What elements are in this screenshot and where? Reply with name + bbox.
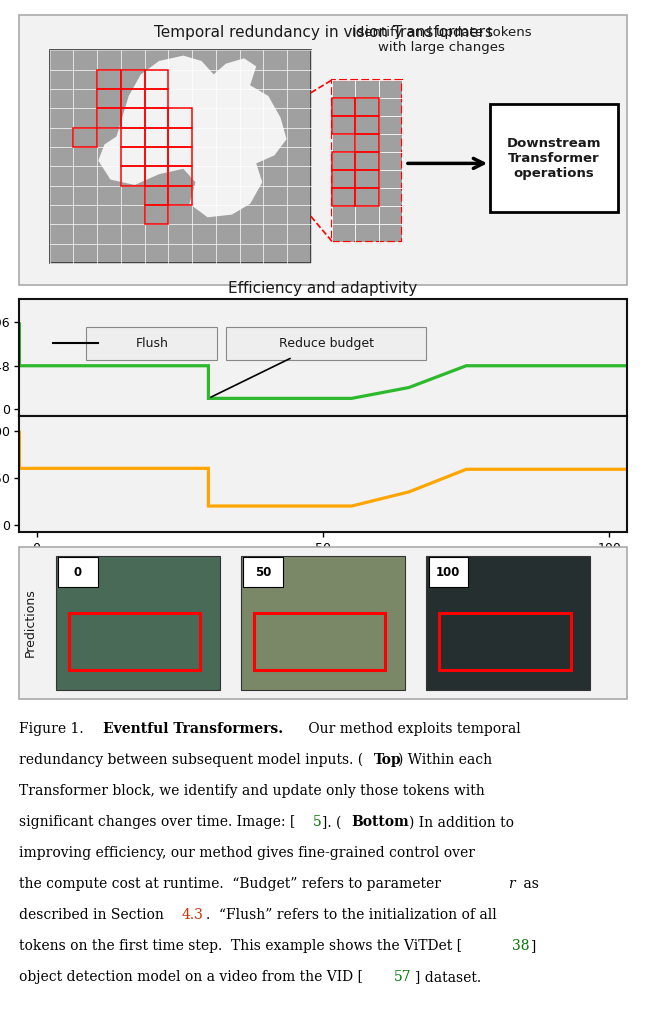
Text: Predictions: Predictions [24,588,37,657]
Text: ]: ] [531,939,537,953]
Bar [429,557,468,586]
Bar [121,147,145,167]
Bar [169,127,192,147]
Text: ) Within each: ) Within each [398,753,492,767]
Bar [355,152,379,170]
Bar [145,205,169,224]
X-axis label: Frame: Frame [301,558,345,572]
Bar [121,167,145,186]
Bar [56,556,220,691]
Bar [50,51,311,263]
Bar [169,108,192,127]
Text: Identify and update tokens
with large changes: Identify and update tokens with large ch… [351,26,531,54]
Bar [355,133,379,152]
FancyBboxPatch shape [226,327,426,360]
Bar [426,556,590,691]
Title: Efficiency and adaptivity: Efficiency and adaptivity [229,281,417,296]
Text: improving efficiency, our method gives fine-grained control over: improving efficiency, our method gives f… [19,846,475,860]
Bar [169,147,192,167]
Text: significant changes over time. Image: [: significant changes over time. Image: [ [19,815,296,829]
Text: 57: 57 [394,971,412,985]
Bar [121,127,145,147]
Text: Figure 1.: Figure 1. [19,722,89,736]
Bar [355,116,379,133]
Bar [121,108,145,127]
Bar [74,127,97,147]
Bar [145,70,169,89]
Bar [169,186,192,205]
Bar [244,557,283,586]
Bar [332,80,402,242]
Bar [490,104,618,212]
Text: Reduce budget: Reduce budget [278,337,373,350]
Bar [169,167,192,186]
Text: Downstream
Transformer
operations: Downstream Transformer operations [506,136,601,180]
Bar [241,556,405,691]
Bar [439,614,570,670]
Text: as: as [519,878,538,892]
Bar [145,108,169,127]
Text: tokens on the first time step.  This example shows the ViTDet [: tokens on the first time step. This exam… [19,939,463,953]
Bar [97,70,121,89]
Bar [332,170,355,188]
Bar [355,170,379,188]
Text: redundancy between subsequent model inputs. (: redundancy between subsequent model inpu… [19,753,364,767]
Text: .  “Flush” refers to the initialization of all: . “Flush” refers to the initialization o… [207,908,497,922]
Bar [145,186,169,205]
Polygon shape [98,56,287,217]
Bar [97,108,121,127]
Bar [145,147,169,167]
Text: 5: 5 [313,815,322,829]
Bar [332,152,355,170]
Bar [145,89,169,108]
Bar [332,188,355,205]
Text: Top: Top [373,753,401,767]
Bar [355,188,379,205]
Text: the compute cost at runtime.  “Budget” refers to parameter: the compute cost at runtime. “Budget” re… [19,878,446,892]
Bar [254,614,385,670]
Text: Our method exploits temporal: Our method exploits temporal [304,722,520,736]
Bar [69,614,200,670]
Text: Flush: Flush [135,337,168,350]
Bar [332,116,355,133]
Bar [145,127,169,147]
Bar [332,98,355,116]
Text: 100: 100 [436,565,461,578]
Bar [121,70,145,89]
Text: 0: 0 [74,565,82,578]
Text: 4.3: 4.3 [182,908,203,922]
Bar [58,557,98,586]
Text: 50: 50 [255,565,271,578]
Text: ] dataset.: ] dataset. [415,971,481,985]
FancyBboxPatch shape [86,327,217,360]
Text: Bottom: Bottom [351,815,410,829]
Bar [121,89,145,108]
Text: Eventful Transformers.: Eventful Transformers. [103,722,284,736]
Text: object detection model on a video from the VID [: object detection model on a video from t… [19,971,363,985]
Text: Transformer block, we identify and update only those tokens with: Transformer block, we identify and updat… [19,785,485,798]
Text: described in Section: described in Section [19,908,169,922]
Text: Temporal redundancy in vision Transformers: Temporal redundancy in vision Transforme… [154,24,492,39]
Text: r: r [508,878,515,892]
Text: 38: 38 [512,939,530,953]
Bar [355,98,379,116]
Text: ) In addition to: ) In addition to [409,815,514,829]
Bar [97,89,121,108]
Bar [145,167,169,186]
Text: ]. (: ]. ( [322,815,342,829]
